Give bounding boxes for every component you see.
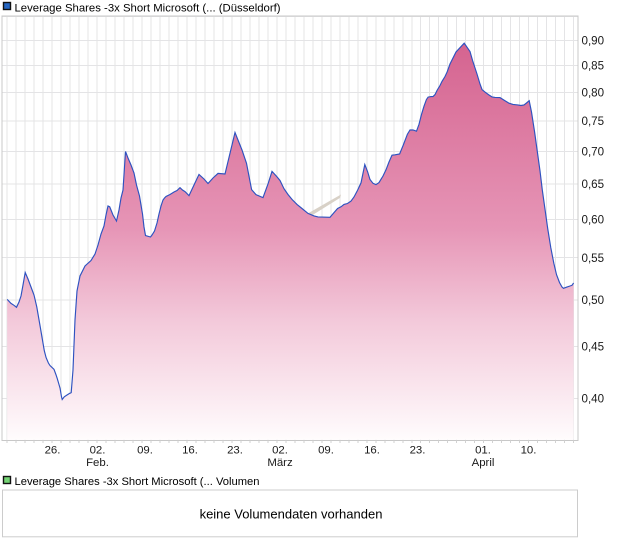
svg-text:April: April	[472, 457, 495, 469]
svg-text:0,75: 0,75	[582, 115, 605, 128]
svg-text:0,60: 0,60	[582, 213, 605, 226]
svg-text:0,40: 0,40	[582, 392, 605, 405]
svg-text:0,90: 0,90	[582, 34, 605, 47]
svg-text:16.: 16.	[364, 445, 380, 457]
svg-text:0,70: 0,70	[582, 145, 605, 158]
svg-text:0,50: 0,50	[582, 294, 605, 307]
svg-text:16.: 16.	[182, 445, 198, 457]
svg-text:keine Volumendaten vorhanden: keine Volumendaten vorhanden	[200, 506, 383, 521]
svg-text:26.: 26.	[45, 445, 61, 457]
svg-text:März: März	[267, 457, 293, 469]
svg-text:0,85: 0,85	[582, 60, 605, 73]
svg-text:0,65: 0,65	[582, 178, 605, 191]
svg-text:Leverage Shares -3x Short Micr: Leverage Shares -3x Short Microsoft (...…	[15, 3, 281, 15]
svg-text:02.: 02.	[90, 445, 106, 457]
svg-text:23.: 23.	[227, 445, 243, 457]
svg-text:23.: 23.	[410, 445, 426, 457]
svg-text:09.: 09.	[318, 445, 334, 457]
svg-text:09.: 09.	[137, 445, 153, 457]
svg-text:Leverage Shares -3x Short Micr: Leverage Shares -3x Short Microsoft (...…	[15, 476, 260, 488]
svg-text:10.: 10.	[521, 445, 537, 457]
svg-text:0,80: 0,80	[582, 86, 605, 99]
svg-text:0,45: 0,45	[582, 340, 605, 353]
svg-text:0,55: 0,55	[582, 252, 605, 265]
svg-text:Feb.: Feb.	[86, 457, 109, 469]
svg-text:02.: 02.	[272, 445, 288, 457]
svg-text:01.: 01.	[475, 445, 491, 457]
